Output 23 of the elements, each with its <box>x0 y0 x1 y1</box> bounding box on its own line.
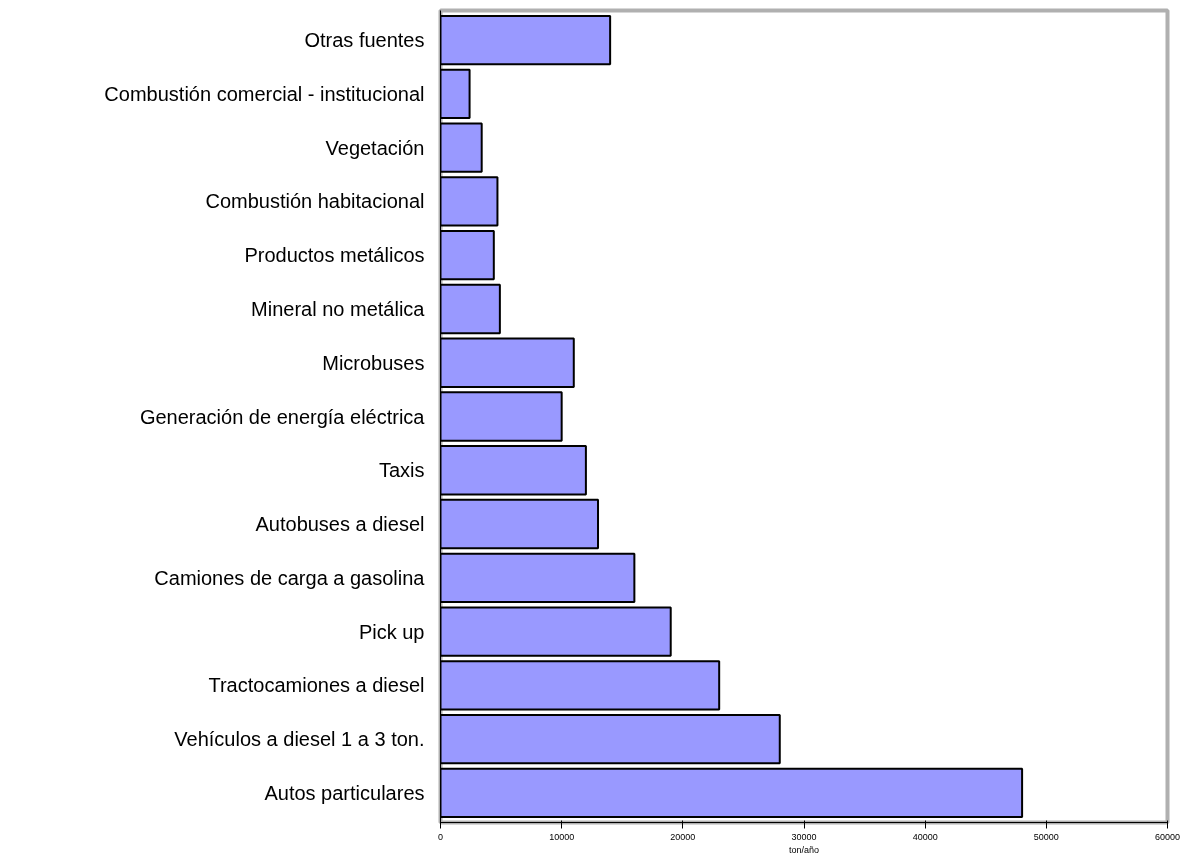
y-tick-label: Mineral no metálica <box>251 297 426 320</box>
y-tick-label: Taxis <box>378 459 425 482</box>
x-tick-label: 60000 <box>1154 831 1181 842</box>
y-tick-label: Otras fuentes <box>304 29 425 52</box>
y-tick-label: Combustión habitacional <box>205 190 425 213</box>
y-tick-label: Camiones de carga a gasolina <box>154 566 426 589</box>
y-tick-label: Vegetación <box>325 136 425 159</box>
y-tick-label: Vehículos a diesel 1 a 3 ton. <box>174 728 425 751</box>
y-tick-label: Pick up <box>358 620 425 643</box>
x-tick-label: 10000 <box>549 831 575 842</box>
y-tick-label: Generación de energía eléctrica <box>139 405 426 428</box>
y-tick-label: Tractocamiones a diesel <box>208 674 425 697</box>
y-tick-label: Microbuses <box>322 351 425 374</box>
y-tick-label: Combustión comercial - institucional <box>104 82 425 105</box>
x-axis-title: ton/año <box>788 844 820 855</box>
x-tick-label: 40000 <box>912 831 938 842</box>
y-tick-label: Autobuses a diesel <box>255 513 425 536</box>
x-tick-label: 20000 <box>670 831 696 842</box>
y-tick-label: Autos particulares <box>264 781 425 804</box>
x-tick-label: 0 <box>438 831 444 842</box>
x-tick-label: 50000 <box>1033 831 1059 842</box>
x-tick-label: 30000 <box>791 831 817 842</box>
y-tick-label: Productos metálicos <box>244 244 425 267</box>
